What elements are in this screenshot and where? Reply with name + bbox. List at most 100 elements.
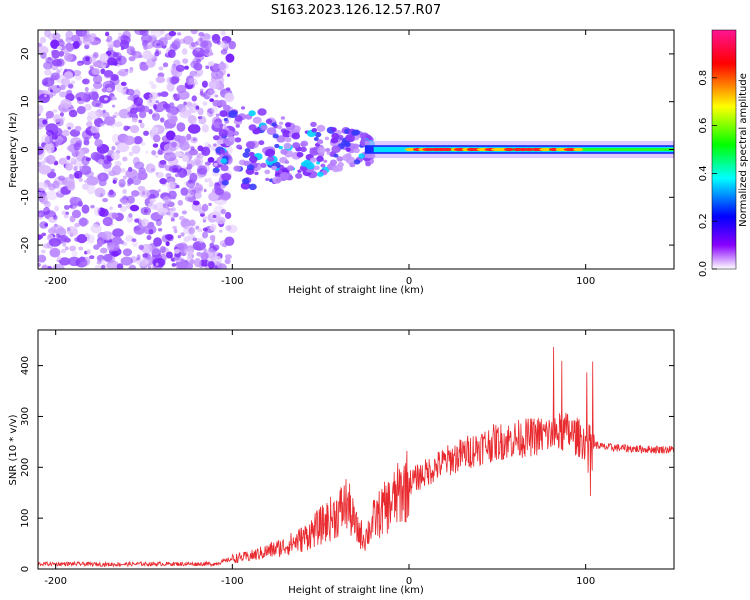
noise-blob	[139, 257, 148, 267]
noise-blob	[154, 154, 159, 158]
noise-blob	[38, 234, 43, 241]
noise-blob	[225, 53, 235, 63]
noise-blob	[149, 198, 156, 204]
noise-blob	[149, 193, 156, 199]
noise-blob	[121, 167, 126, 173]
noise-blob	[103, 253, 113, 262]
noise-blob	[38, 93, 51, 104]
noise-blob	[181, 48, 188, 56]
noise-blob	[204, 161, 211, 166]
noise-blob	[91, 67, 101, 76]
noise-blob	[54, 205, 60, 212]
noise-blob	[143, 45, 148, 51]
noise-blob	[224, 92, 235, 103]
noise-blob	[122, 156, 128, 162]
noise-blob	[118, 178, 126, 188]
noise-blob	[73, 142, 82, 151]
noise-blob	[88, 91, 99, 101]
noise-blob	[116, 55, 127, 66]
noise-blob	[155, 262, 159, 267]
noise-blob	[40, 52, 47, 60]
noise-blob	[209, 234, 216, 241]
noise-blob	[157, 189, 161, 193]
noise-blob	[207, 143, 212, 149]
noise-blob	[122, 175, 127, 180]
noise-blob	[198, 237, 204, 244]
noise-blob	[215, 216, 226, 225]
noise-blob	[147, 265, 152, 269]
noise-blob	[147, 202, 155, 210]
noise-blob	[51, 91, 57, 97]
noise-blob	[128, 166, 133, 173]
noise-blob	[226, 73, 231, 77]
noise-blob	[121, 199, 129, 205]
noise-blob	[155, 100, 159, 104]
noise-blob	[188, 148, 198, 156]
signal-blob	[352, 143, 360, 149]
signal-blob	[245, 140, 256, 149]
noise-blob	[128, 213, 133, 218]
noise-blob	[38, 212, 42, 217]
noise-blob	[103, 116, 116, 126]
noise-blob	[86, 234, 95, 244]
noise-blob	[84, 170, 94, 178]
noise-blob	[128, 56, 136, 62]
noise-blob	[150, 167, 156, 172]
signal-blob	[228, 110, 238, 119]
noise-blob	[150, 30, 163, 38]
noise-blob	[225, 224, 232, 231]
noise-blob	[119, 39, 130, 50]
noise-blob	[111, 152, 121, 160]
signal-blob	[330, 137, 339, 144]
noise-blob	[201, 203, 209, 212]
noise-blob	[102, 154, 112, 165]
noise-blob	[70, 157, 77, 165]
noise-blob	[182, 58, 189, 64]
noise-blob	[148, 109, 153, 115]
noise-blob	[199, 40, 213, 50]
signal-blob	[249, 155, 258, 163]
noise-blob	[104, 97, 108, 101]
signal-blob	[349, 162, 356, 168]
noise-blob	[145, 58, 156, 68]
colorbar-tick-label: 0.2	[698, 213, 709, 229]
noise-blob	[44, 69, 52, 76]
noise-blob	[162, 196, 172, 203]
signal-blob	[243, 160, 251, 167]
signal-blob	[360, 134, 367, 140]
noise-blob	[91, 99, 102, 108]
snr-x-label: Height of straight line (km)	[288, 585, 424, 596]
noise-blob	[57, 45, 62, 50]
noise-blob	[225, 87, 231, 91]
noise-blob	[133, 226, 143, 234]
noise-blob	[38, 254, 47, 263]
noise-blob	[106, 57, 118, 66]
noise-blob	[93, 81, 103, 90]
signal-blob	[235, 124, 240, 128]
noise-blob	[170, 217, 175, 222]
noise-blob	[164, 233, 174, 240]
noise-blob	[66, 226, 71, 232]
noise-blob	[165, 200, 170, 205]
noise-blob	[111, 146, 116, 151]
signal-blob	[345, 147, 351, 152]
signal-blob	[248, 110, 256, 117]
noise-blob	[182, 218, 189, 224]
signal-blob	[272, 133, 279, 139]
noise-blob	[60, 248, 67, 254]
y-tick-label: 0	[20, 566, 31, 572]
noise-blob	[168, 30, 177, 37]
noise-blob	[50, 39, 60, 50]
signal-blob	[331, 132, 339, 139]
noise-blob	[89, 56, 97, 64]
noise-blob	[138, 111, 147, 119]
noise-blob	[66, 155, 71, 160]
noise-blob	[131, 190, 140, 197]
noise-blob	[122, 248, 133, 257]
noise-blob	[81, 204, 90, 214]
noise-blob	[99, 123, 105, 127]
noise-blob	[138, 244, 144, 251]
noise-blob	[38, 161, 42, 167]
signal-blob	[233, 131, 239, 136]
